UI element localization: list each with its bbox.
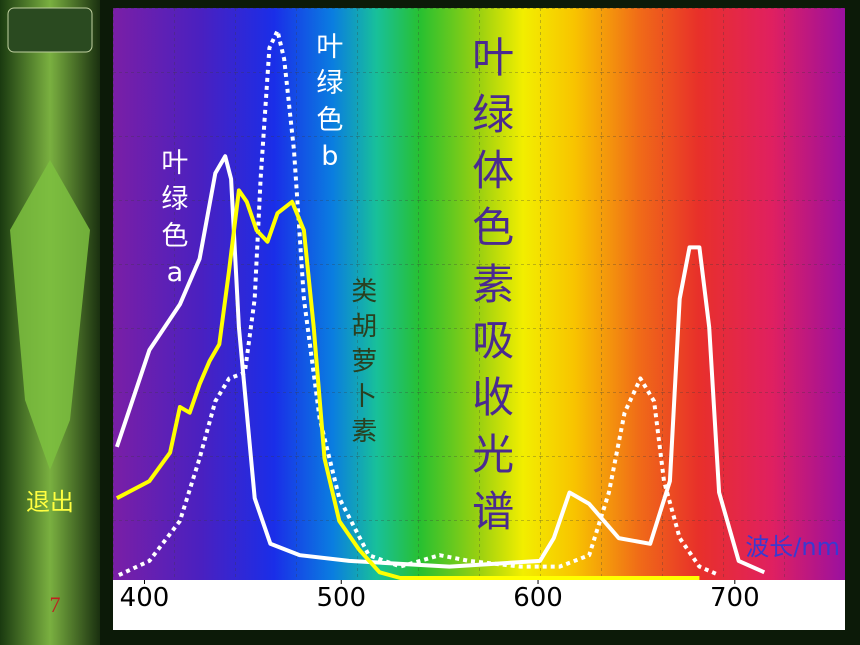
legend-label: 类胡萝卜素 bbox=[351, 277, 378, 448]
series-line bbox=[118, 28, 720, 577]
grid bbox=[113, 8, 845, 580]
series-line bbox=[115, 154, 766, 575]
x-tick-label: 500 bbox=[316, 583, 366, 613]
x-tick-label: 600 bbox=[513, 583, 563, 613]
logo bbox=[7, 7, 93, 53]
x-tick-label: 400 bbox=[120, 583, 170, 613]
x-tick-label: 700 bbox=[710, 583, 760, 613]
chart-title: 叶绿体色素吸收光谱 bbox=[472, 33, 515, 536]
legend-label: 叶绿色a bbox=[161, 148, 189, 289]
legend-label: 叶绿色b bbox=[316, 32, 344, 173]
axis-strip bbox=[113, 580, 845, 630]
exit-button[interactable]: 退出 bbox=[26, 488, 74, 516]
series-line bbox=[115, 188, 700, 580]
page-number: 7 bbox=[50, 592, 61, 617]
x-axis-label: 波长/nm bbox=[745, 533, 840, 561]
leaf bbox=[10, 160, 90, 470]
